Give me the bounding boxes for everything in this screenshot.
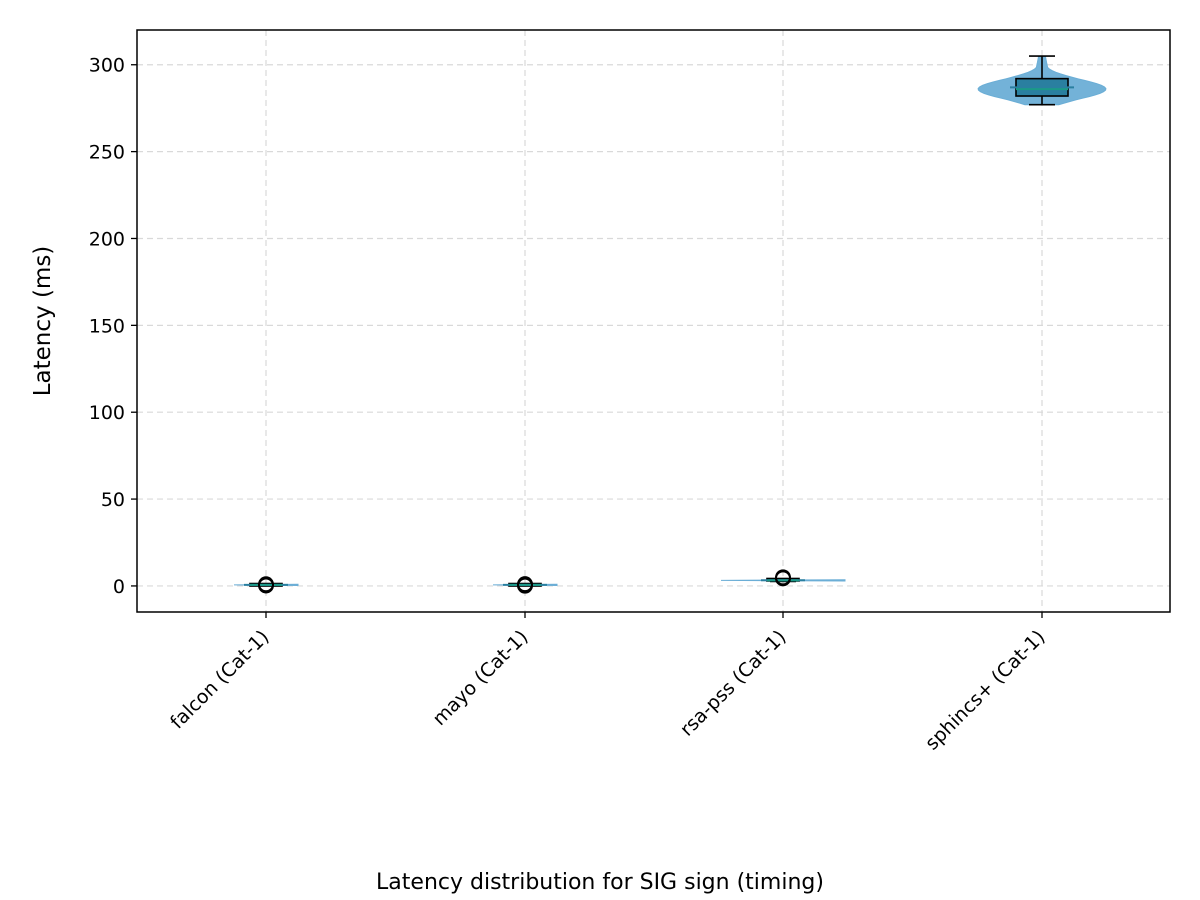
outlier-point	[775, 569, 791, 586]
y-tick-label: 200	[89, 228, 125, 250]
outlier-point	[517, 576, 533, 592]
x-axis-ticks: falcon (Cat-1) mayo (Cat-1) rsa-pss (Cat-1…	[166, 612, 1050, 755]
x-tick-label: mayo (Cat-1)	[428, 626, 532, 730]
y-tick-label: 0	[113, 576, 125, 598]
y-tick-label: 50	[101, 489, 125, 511]
x-tick-label: falcon (Cat-1)	[166, 626, 273, 733]
plot-frame	[136, 29, 1171, 613]
grid-lines	[137, 30, 1170, 612]
x-tick-label: sphincs+ (Cat-1)	[921, 626, 1050, 755]
box-plots	[244, 55, 1074, 594]
y-tick-label: 100	[89, 402, 125, 424]
y-tick-label: 300	[89, 55, 125, 77]
x-tick-label: rsa-pss (Cat-1)	[676, 626, 791, 741]
y-axis-ticks: 0 50 100 150 200 250 300	[89, 55, 137, 598]
violins	[233, 55, 1107, 587]
figure-caption: Latency distribution for SIG sign (timin…	[376, 870, 824, 895]
y-axis-title: Latency (ms)	[30, 246, 56, 397]
y-tick-label: 150	[89, 315, 125, 337]
y-tick-label: 250	[89, 142, 125, 164]
outlier-point	[258, 576, 274, 593]
